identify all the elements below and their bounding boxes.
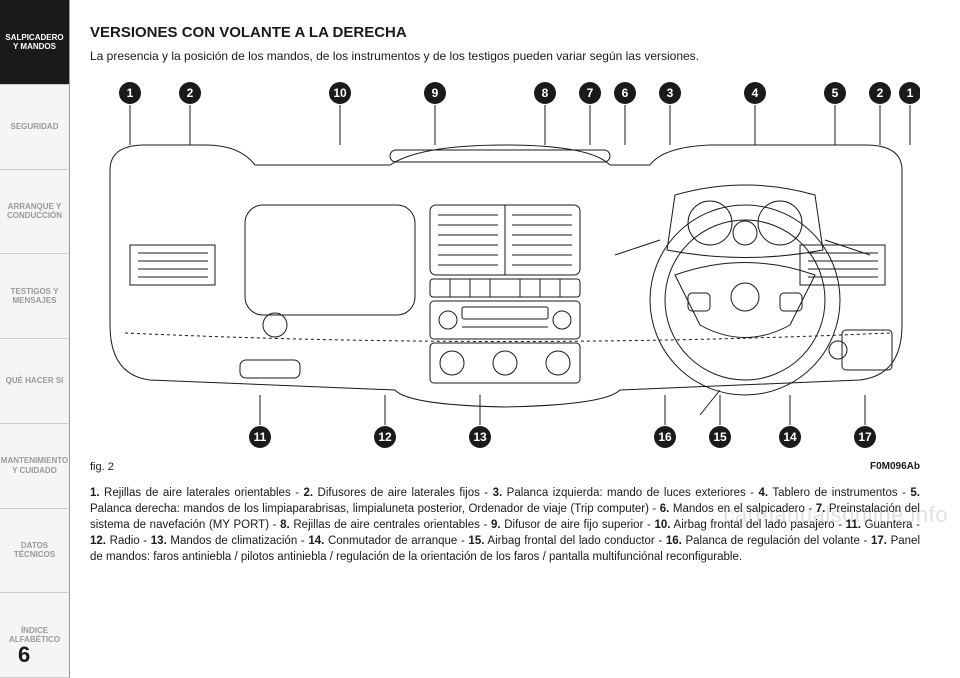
svg-text:14: 14 xyxy=(783,430,797,444)
page-heading: VERSIONES CON VOLANTE A LA DERECHA xyxy=(90,24,936,41)
tab-que-hacer[interactable]: QUÉ HACER SI xyxy=(0,339,70,424)
svg-text:15: 15 xyxy=(713,430,727,444)
svg-text:7: 7 xyxy=(587,86,594,100)
svg-text:16: 16 xyxy=(658,430,672,444)
svg-text:8: 8 xyxy=(542,86,549,100)
svg-text:2: 2 xyxy=(877,86,884,100)
dashboard-svg: 1210987634521 11121316151417 xyxy=(90,75,920,455)
figure-caption-row: fig. 2 F0M096Ab xyxy=(90,461,920,473)
svg-text:9: 9 xyxy=(432,86,439,100)
page-content: VERSIONES CON VOLANTE A LA DERECHA La pr… xyxy=(90,24,936,654)
tab-salpicadero[interactable]: SALPICADERO Y MANDOS xyxy=(0,0,70,85)
svg-text:2: 2 xyxy=(187,86,194,100)
tab-testigos[interactable]: TESTIGOS Y MENSAJES xyxy=(0,254,70,339)
callout-1: 1 xyxy=(119,82,141,145)
callout-9: 9 xyxy=(424,82,446,145)
callout-3: 3 xyxy=(659,82,681,145)
callout-4: 4 xyxy=(744,82,766,145)
svg-text:4: 4 xyxy=(752,86,759,100)
svg-text:1: 1 xyxy=(127,86,134,100)
callout-16: 16 xyxy=(654,395,676,448)
svg-text:13: 13 xyxy=(473,430,487,444)
tab-indice[interactable]: ÍNDICE ALFABÉTICO xyxy=(0,593,70,678)
callout-10: 10 xyxy=(329,82,351,145)
svg-text:3: 3 xyxy=(667,86,674,100)
callout-2: 2 xyxy=(179,82,201,145)
svg-text:10: 10 xyxy=(333,86,347,100)
callout-13: 13 xyxy=(469,395,491,448)
callout-17: 17 xyxy=(854,395,876,448)
callout-12: 12 xyxy=(374,395,396,448)
sidebar-tabs: SALPICADERO Y MANDOS SEGURIDAD ARRANQUE … xyxy=(0,0,70,678)
callout-7: 7 xyxy=(579,82,601,145)
dashboard-figure: 1210987634521 11121316151417 xyxy=(90,75,920,455)
svg-text:1: 1 xyxy=(907,86,914,100)
callout-1: 1 xyxy=(899,82,920,145)
tab-seguridad[interactable]: SEGURIDAD xyxy=(0,85,70,170)
page-number: 6 xyxy=(18,642,30,668)
tab-datos[interactable]: DATOS TÉCNICOS xyxy=(0,509,70,594)
callout-5: 5 xyxy=(824,82,846,145)
legend-text: 1. Rejillas de aire laterales orientable… xyxy=(90,485,920,565)
svg-text:11: 11 xyxy=(254,430,267,444)
intro-text: La presencia y la posición de los mandos… xyxy=(90,49,936,63)
callout-8: 8 xyxy=(534,82,556,145)
svg-text:12: 12 xyxy=(378,430,392,444)
callout-2: 2 xyxy=(869,82,891,145)
svg-text:6: 6 xyxy=(622,86,629,100)
callout-15: 15 xyxy=(709,395,731,448)
tab-arranque[interactable]: ARRANQUE Y CONDUCCIÓN xyxy=(0,170,70,255)
callout-6: 6 xyxy=(614,82,636,145)
tab-mantenimiento[interactable]: MANTENIMIENTO Y CUIDADO xyxy=(0,424,70,509)
svg-text:17: 17 xyxy=(858,430,872,444)
svg-text:5: 5 xyxy=(832,86,839,100)
figure-code: F0M096Ab xyxy=(870,461,920,473)
callout-14: 14 xyxy=(779,395,801,448)
callout-11: 11 xyxy=(249,395,271,448)
figure-label: fig. 2 xyxy=(90,461,114,473)
